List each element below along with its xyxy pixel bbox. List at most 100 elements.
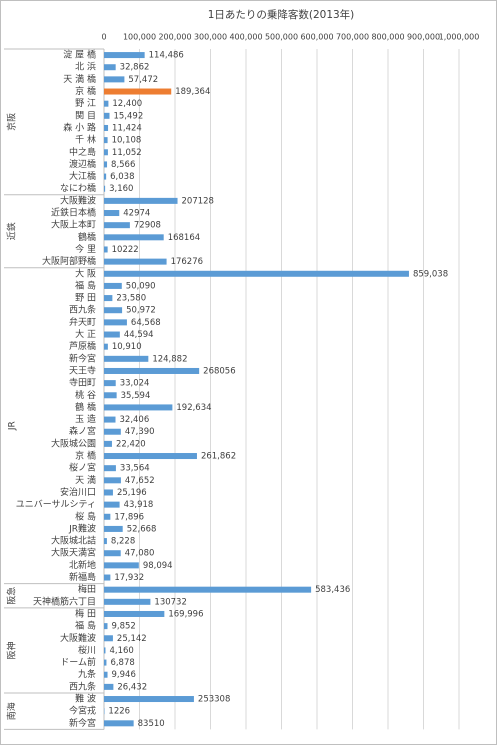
category-label: 桜 島 <box>75 510 96 522</box>
value-label: 4,160 <box>109 646 133 656</box>
category-label: 西九条 <box>69 680 96 692</box>
bar <box>104 513 111 520</box>
category-label: 鶴 橋 <box>75 401 96 413</box>
bar <box>104 416 116 423</box>
value-label: 35,594 <box>121 391 151 401</box>
bar <box>104 671 108 678</box>
x-tick-label: 100,000 <box>123 33 156 42</box>
bar <box>104 88 172 95</box>
category-label: 新今宮 <box>69 717 96 729</box>
bar <box>104 623 108 630</box>
category-label: 天神橋筋六丁目 <box>33 595 96 607</box>
category-label: 大阪上本町 <box>51 219 96 231</box>
category-label: 難 波 <box>75 693 96 705</box>
category-label: 桃 谷 <box>75 389 96 401</box>
bar <box>104 659 107 666</box>
bar <box>104 222 130 229</box>
value-label: 44,594 <box>124 330 154 340</box>
category-label: 新福島 <box>69 571 96 583</box>
bar <box>104 270 409 277</box>
category-label: 梅田 <box>78 583 96 595</box>
x-tick-label: 300,000 <box>194 33 227 42</box>
category-label: 京 橋 <box>75 450 96 462</box>
category-label: 新今宮 <box>69 352 96 364</box>
category-label: 北新地 <box>69 559 96 571</box>
bar <box>104 428 121 435</box>
x-tick-label: 800,000 <box>371 33 404 42</box>
category-label: 芦原橋 <box>69 340 96 352</box>
category-label: 関 目 <box>75 110 96 121</box>
value-label: 98,094 <box>143 561 173 571</box>
bar <box>104 124 109 131</box>
value-label: 6,038 <box>110 172 134 182</box>
bar <box>104 343 108 350</box>
bar <box>104 574 111 581</box>
bar <box>104 610 165 617</box>
bar <box>104 319 127 326</box>
group-label: JR <box>8 421 18 431</box>
value-label: 207128 <box>182 196 214 206</box>
value-label: 47,080 <box>125 549 155 559</box>
group-label: 阪神 <box>6 641 18 659</box>
category-label: 大阪城公園 <box>51 437 96 449</box>
bar <box>104 307 123 314</box>
bar <box>104 246 108 253</box>
x-tick-label: 200,000 <box>158 33 191 42</box>
category-label: 寺田町 <box>69 378 96 389</box>
value-label: 10,910 <box>112 342 142 352</box>
value-label: 169,996 <box>168 609 203 619</box>
bar <box>104 550 121 557</box>
category-label: 桜ノ宮 <box>69 462 96 474</box>
category-label: 梅 田 <box>75 607 96 619</box>
bar <box>104 696 194 703</box>
bar <box>104 477 121 484</box>
category-label: なにわ橋 <box>60 182 96 194</box>
bar <box>104 404 173 411</box>
bar <box>104 586 312 593</box>
value-label: 50,090 <box>126 281 156 291</box>
value-label: 17,896 <box>114 512 144 522</box>
value-label: 859,038 <box>413 269 448 279</box>
value-label: 1226 <box>108 707 130 717</box>
category-label: 安治川口 <box>60 486 96 498</box>
value-label: 57,472 <box>128 75 158 85</box>
bar <box>104 52 145 59</box>
value-label: 12,400 <box>112 99 142 109</box>
bar <box>104 489 113 496</box>
bar <box>104 282 122 289</box>
value-label: 83510 <box>138 719 165 729</box>
value-label: 32,406 <box>120 415 150 425</box>
chart-title: 1日あたりの乗降客数(2013年) <box>208 8 355 21</box>
value-label: 8,228 <box>111 537 135 547</box>
value-label: 253308 <box>198 695 230 705</box>
bar <box>104 76 125 83</box>
value-label: 8,566 <box>111 160 135 170</box>
bar <box>104 64 116 71</box>
bar <box>104 112 110 119</box>
category-label: 森 小 路 <box>63 121 96 133</box>
category-label: 大 正 <box>75 328 96 340</box>
value-label: 189,364 <box>175 87 210 97</box>
bar <box>104 161 108 168</box>
value-label: 42974 <box>123 209 150 219</box>
bar <box>104 137 108 144</box>
category-label: 千 林 <box>75 134 96 146</box>
category-label: 天 満 <box>75 475 96 486</box>
category-label: 九条 <box>78 668 96 680</box>
bar <box>104 197 178 204</box>
category-label: JR難波 <box>68 522 96 534</box>
group-label: 京阪 <box>6 113 18 131</box>
value-label: 17,932 <box>114 573 144 583</box>
value-label: 10222 <box>112 245 139 255</box>
category-label: ドーム前 <box>60 656 96 668</box>
bar <box>104 185 106 192</box>
bar <box>104 453 197 460</box>
bar <box>104 295 113 302</box>
category-label: 大阪城北詰 <box>51 535 96 547</box>
category-label: 桜川 <box>78 644 96 656</box>
category-label: 中之島 <box>69 146 96 158</box>
value-label: 26,432 <box>117 682 147 692</box>
category-label: 天 満 橋 <box>63 73 96 85</box>
category-label: 野 江 <box>75 98 96 109</box>
